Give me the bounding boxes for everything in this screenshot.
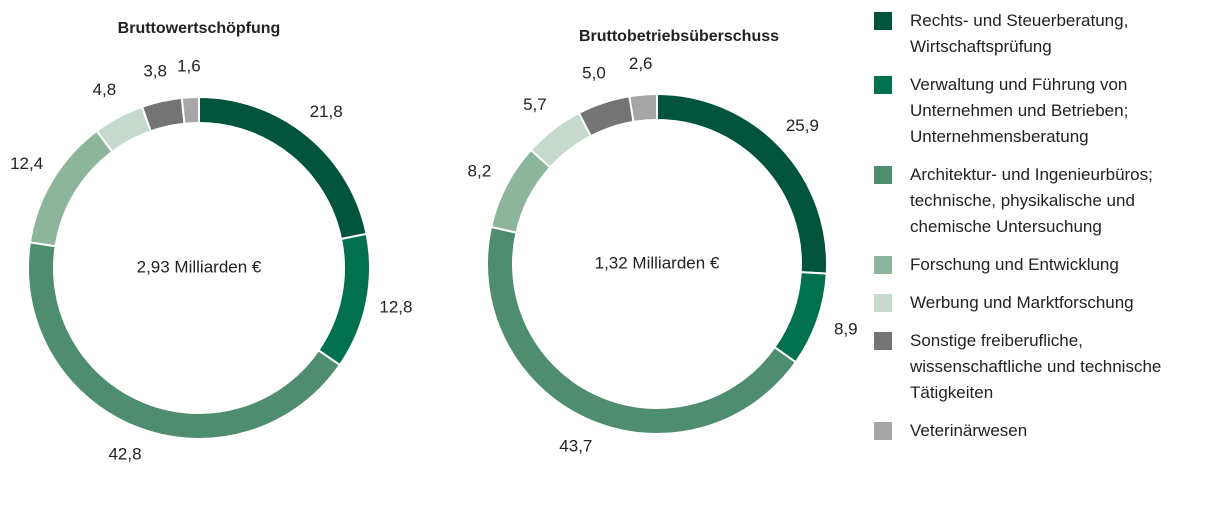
center-label: 1,32 Milliarden €: [595, 253, 720, 272]
legend-swatch: [874, 422, 892, 440]
legend-swatch: [874, 12, 892, 30]
legend-swatch: [874, 76, 892, 94]
segment: [317, 232, 371, 367]
legend-item: Architektur- und Ingenieurbüros; technis…: [874, 162, 1214, 240]
value-label: 1,6: [177, 57, 201, 76]
segment: [529, 111, 593, 169]
legend-label: Verwaltung und Führung von Unternehmen u…: [910, 75, 1129, 146]
legend-item: Verwaltung und Führung von Unternehmen u…: [874, 72, 1214, 150]
segment: [628, 92, 658, 124]
center-label: 2,93 Milliarden €: [137, 257, 262, 276]
value-label: 25,9: [786, 116, 819, 135]
chart-title: Bruttowertschöpfung: [118, 20, 281, 37]
value-label: 5,0: [582, 64, 606, 83]
segment: [577, 95, 635, 138]
legend-item: Veterinärwesen: [874, 418, 1214, 444]
legend-item: Werbung und Marktforschung: [874, 290, 1214, 316]
legend-swatch: [874, 294, 892, 312]
segment: [180, 95, 200, 125]
legend-label: Architektur- und Ingenieurbüros; technis…: [910, 165, 1153, 236]
value-label: 12,4: [10, 154, 43, 173]
legend-swatch: [874, 256, 892, 274]
value-label: 8,2: [468, 162, 492, 181]
legend: Rechts- und Steuerberatung, Wirtschaftsp…: [874, 8, 1214, 456]
value-label: 42,8: [108, 444, 141, 463]
value-label: 5,7: [523, 95, 547, 114]
value-label: 43,7: [559, 436, 592, 455]
legend-item: Rechts- und Steuerberatung, Wirtschaftsp…: [874, 8, 1214, 60]
value-label: 21,8: [310, 102, 343, 121]
value-label: 3,8: [143, 61, 167, 80]
legend-swatch: [874, 166, 892, 184]
value-label: 4,8: [93, 80, 117, 99]
segment: [140, 96, 186, 133]
segment: [489, 148, 552, 234]
legend-item: Sonstige freiberufliche, wissenschaftlic…: [874, 328, 1214, 406]
legend-label: Sonstige freiberufliche, wissenschaftlic…: [910, 331, 1162, 402]
legend-label: Veterinärwesen: [910, 421, 1028, 440]
segment: [28, 129, 114, 248]
value-label: 2,6: [629, 54, 653, 73]
legend-label: Werbung und Marktforschung: [910, 293, 1134, 312]
charts: Bruttowertschöpfung 2,93 Milliarden € 21,8…: [10, 20, 858, 463]
segment: [773, 271, 828, 364]
legend-label: Forschung und Entwicklung: [910, 255, 1119, 274]
chart-title: Bruttobetriebsüberschuss: [579, 28, 779, 45]
value-label: 8,9: [834, 319, 858, 338]
legend-label: Rechts- und Steuerberatung, Wirtschaftsp…: [910, 11, 1129, 56]
legend-item: Forschung und Entwicklung: [874, 252, 1214, 278]
value-label: 12,8: [379, 298, 412, 317]
legend-swatch: [874, 332, 892, 350]
